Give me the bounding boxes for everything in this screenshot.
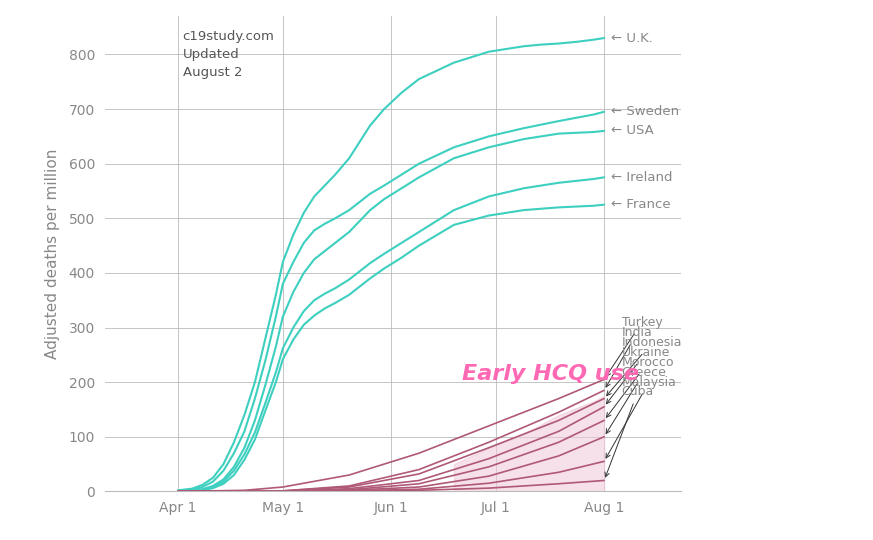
Text: ← France: ← France xyxy=(611,198,670,211)
Y-axis label: Adjusted deaths per million: Adjusted deaths per million xyxy=(45,148,60,359)
Text: India: India xyxy=(606,327,652,387)
Text: Turkey: Turkey xyxy=(606,315,663,376)
Text: ← USA: ← USA xyxy=(611,124,654,137)
Text: Indonesia: Indonesia xyxy=(607,336,682,396)
Text: Ukraine: Ukraine xyxy=(607,346,670,404)
Text: Malaysia: Malaysia xyxy=(606,376,677,458)
Text: ← Ireland: ← Ireland xyxy=(611,171,672,184)
Text: ← U.K.: ← U.K. xyxy=(611,31,653,44)
Text: Early HCQ use: Early HCQ use xyxy=(462,364,639,384)
Text: c19study.com
Updated
August 2: c19study.com Updated August 2 xyxy=(182,30,274,79)
Text: ← Sweden: ← Sweden xyxy=(611,105,679,118)
Text: Morocco: Morocco xyxy=(607,356,674,417)
Text: Cuba: Cuba xyxy=(605,386,654,477)
Text: Greece: Greece xyxy=(606,366,666,434)
